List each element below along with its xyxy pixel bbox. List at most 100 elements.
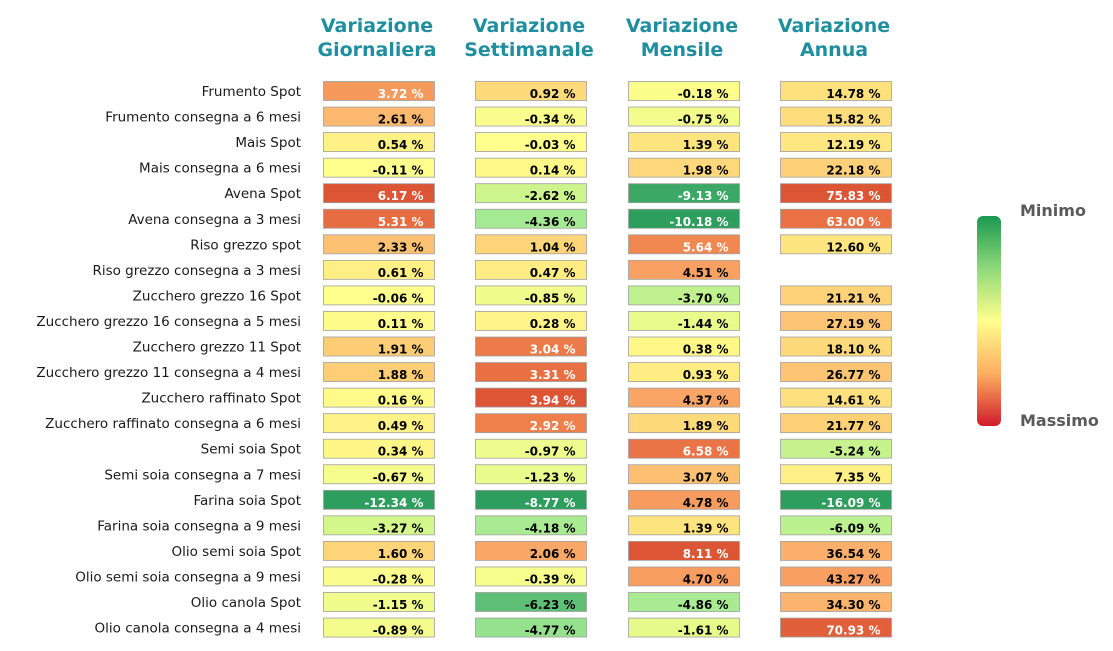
heatmap-cell	[628, 566, 740, 587]
cell-value-label: 4.51 %	[683, 266, 729, 280]
heatmap-cell	[780, 81, 892, 101]
cell-value-label: 0.11 %	[378, 317, 424, 331]
cell-value-label: 0.14 %	[530, 164, 576, 178]
heatmap-cell	[323, 183, 435, 204]
cell-value-label: 3.31 %	[530, 368, 576, 382]
cell-value-label: -0.11 %	[373, 164, 424, 178]
legend-min-label: Minimo	[1020, 201, 1086, 220]
cell-value-label: -0.28 %	[373, 572, 424, 586]
heatmap-cell	[323, 208, 435, 229]
cell-value-label: 1.04 %	[530, 240, 576, 254]
cell-value-label: 1.89 %	[683, 419, 729, 433]
column-header-3-line-2: Mensile	[641, 39, 724, 61]
heatmap-cell	[323, 362, 435, 382]
cell-value-label: 0.47 %	[530, 266, 576, 280]
cell-value-label: 8.11 %	[683, 547, 729, 561]
heatmap-cell	[628, 132, 740, 153]
cell-value-label: 4.37 %	[683, 394, 729, 408]
column-header-2-line-1: Variazione	[473, 15, 585, 37]
row-label: Semi soia Spot	[201, 442, 301, 458]
heatmap-cell	[780, 234, 892, 255]
row-label: Mais consegna a 6 mesi	[139, 161, 301, 177]
row-label: Semi soia consegna a 7 mesi	[104, 467, 301, 483]
cell-value-label: -9.13 %	[678, 189, 729, 203]
heatmap-cell	[323, 489, 435, 510]
heatmap-cell	[780, 617, 892, 638]
column-header-4-line-2: Annua	[800, 39, 868, 61]
heatmap-cell	[475, 259, 587, 280]
heatmap-cell	[628, 515, 740, 536]
cell-value-label: 0.34 %	[378, 445, 424, 459]
heatmap-cell	[323, 541, 435, 561]
cell-value-label: -1.23 %	[525, 470, 576, 484]
column-header-2-line-2: Settimanale	[464, 39, 594, 61]
heatmap-cell	[323, 387, 435, 408]
heatmap-cell	[323, 157, 435, 178]
cell-value-label: -3.70 %	[678, 291, 729, 305]
row-label: Frumento Spot	[202, 84, 301, 100]
row-label: Frumento consegna a 6 mesi	[105, 110, 301, 126]
heatmap-cell	[628, 336, 740, 357]
cell-value-label: 0.38 %	[683, 343, 729, 357]
cell-value-label: 26.77 %	[826, 368, 880, 382]
cell-value-label: 0.93 %	[683, 368, 729, 382]
cell-value-label: -10.18 %	[669, 215, 728, 229]
heatmap-cell	[628, 208, 740, 229]
heatmap-cell	[323, 81, 435, 101]
row-label: Zucchero raffinato Spot	[141, 391, 301, 407]
heatmap-cell	[475, 541, 587, 561]
cell-value-label: 6.17 %	[378, 189, 424, 203]
cell-value-label: 0.16 %	[378, 394, 424, 408]
cell-value-label: 0.92 %	[530, 87, 576, 101]
cell-value-label: -4.77 %	[525, 624, 576, 638]
cell-value-label: 1.88 %	[378, 368, 424, 382]
heatmap-cell	[780, 566, 892, 587]
heatmap-cells: 3.72 % 2.61 % 0.54 % -0.11 % 6.17 % 5.31 % 2.3…	[323, 81, 892, 638]
heatmap-cell	[780, 157, 892, 178]
cell-value-label: -4.86 %	[678, 598, 729, 612]
cell-value-label: 3.04 %	[530, 343, 576, 357]
heatmap-cell	[628, 387, 740, 408]
cell-value-label: -0.39 %	[525, 572, 576, 586]
heatmap-cell	[628, 183, 740, 204]
cell-value-label: -0.89 %	[373, 624, 424, 638]
heatmap-cell	[475, 81, 587, 101]
cell-value-label: 21.77 %	[826, 419, 880, 433]
heatmap-cell	[323, 464, 435, 485]
color-legend: Minimo Massimo	[977, 201, 1099, 430]
column-header-3-line-1: Variazione	[626, 15, 738, 37]
row-label: Riso grezzo spot	[190, 237, 301, 253]
heatmap-cell	[780, 464, 892, 485]
cell-value-label: 36.54 %	[826, 547, 880, 561]
heatmap-cell	[323, 132, 435, 153]
cell-value-label: 12.19 %	[826, 138, 880, 152]
heatmap-cell	[780, 336, 892, 357]
heatmap-cell	[323, 592, 435, 612]
heatmap-cell	[323, 285, 435, 306]
heatmap-cell	[780, 362, 892, 382]
cell-value-label: -0.85 %	[525, 291, 576, 305]
cell-value-label: 3.94 %	[530, 394, 576, 408]
cell-value-label: -2.62 %	[525, 189, 576, 203]
heatmap-cell	[475, 592, 587, 612]
heatmap-cell	[475, 285, 587, 306]
heatmap-cell	[323, 336, 435, 357]
heatmap-cell	[628, 489, 740, 510]
heatmap-cell	[780, 489, 892, 510]
heatmap-cell	[780, 285, 892, 306]
cell-value-label: -4.18 %	[525, 521, 576, 535]
row-label: Avena Spot	[224, 186, 301, 202]
heatmap-cell	[628, 438, 740, 459]
heatmap-cell	[475, 413, 587, 434]
heatmap-cell	[475, 208, 587, 229]
heatmap-cell	[780, 387, 892, 408]
heatmap-cell	[323, 311, 435, 331]
cell-value-label: 63.00 %	[826, 215, 880, 229]
row-label: Olio canola consegna a 4 mesi	[95, 621, 301, 637]
heatmap-cell	[475, 438, 587, 459]
heatmap-cell	[323, 566, 435, 587]
cell-value-label: 7.35 %	[835, 470, 881, 484]
row-label: Zucchero grezzo 11 consegna a 4 mesi	[36, 365, 301, 381]
cell-value-label: 2.33 %	[378, 240, 424, 254]
